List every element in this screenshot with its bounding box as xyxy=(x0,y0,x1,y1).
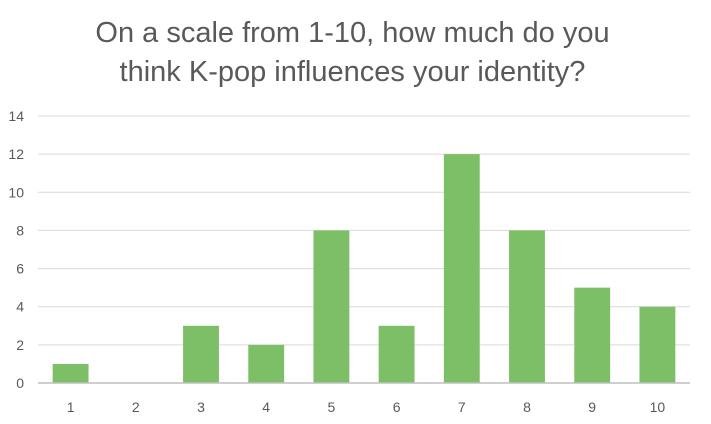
y-tick-label: 2 xyxy=(16,337,24,353)
bar-8 xyxy=(509,230,545,383)
bars xyxy=(52,154,676,383)
x-tick-label: 6 xyxy=(393,399,401,415)
x-tick-label: 1 xyxy=(67,399,75,415)
bar-4 xyxy=(248,344,285,383)
x-tick-label: 10 xyxy=(650,399,666,415)
bar-1 xyxy=(52,363,89,383)
y-tick-label: 6 xyxy=(16,261,24,277)
x-tick-label: 9 xyxy=(588,399,596,415)
y-axis-labels: 0 2 4 6 8 10 12 14 xyxy=(8,108,24,391)
x-tick-label: 7 xyxy=(458,399,466,415)
chart-title-line-2: think K-pop influences your identity? xyxy=(119,56,586,88)
y-tick-label: 0 xyxy=(16,375,24,391)
x-tick-label: 2 xyxy=(132,399,140,415)
y-tick-label: 8 xyxy=(16,222,24,238)
x-axis-labels: 1 2 3 4 5 6 7 8 9 10 xyxy=(67,399,666,415)
bar-7 xyxy=(443,154,480,383)
bar-5 xyxy=(313,230,350,383)
chart-title: On a scale from 1-10, how much do you th… xyxy=(0,14,705,92)
y-tick-label: 10 xyxy=(8,184,24,200)
x-tick-label: 5 xyxy=(328,399,336,415)
bar-6 xyxy=(378,325,415,383)
chart-title-line-1: On a scale from 1-10, how much do you xyxy=(95,17,610,49)
y-tick-label: 14 xyxy=(8,108,24,124)
bar-9 xyxy=(574,287,611,383)
y-tick-label: 4 xyxy=(16,299,24,315)
x-tick-label: 8 xyxy=(523,399,531,415)
y-tick-label: 12 xyxy=(8,146,24,162)
x-tick-label: 3 xyxy=(197,399,205,415)
bar-3 xyxy=(183,325,219,383)
bar-10 xyxy=(639,306,676,383)
x-tick-label: 4 xyxy=(262,399,270,415)
gridlines xyxy=(38,115,690,346)
